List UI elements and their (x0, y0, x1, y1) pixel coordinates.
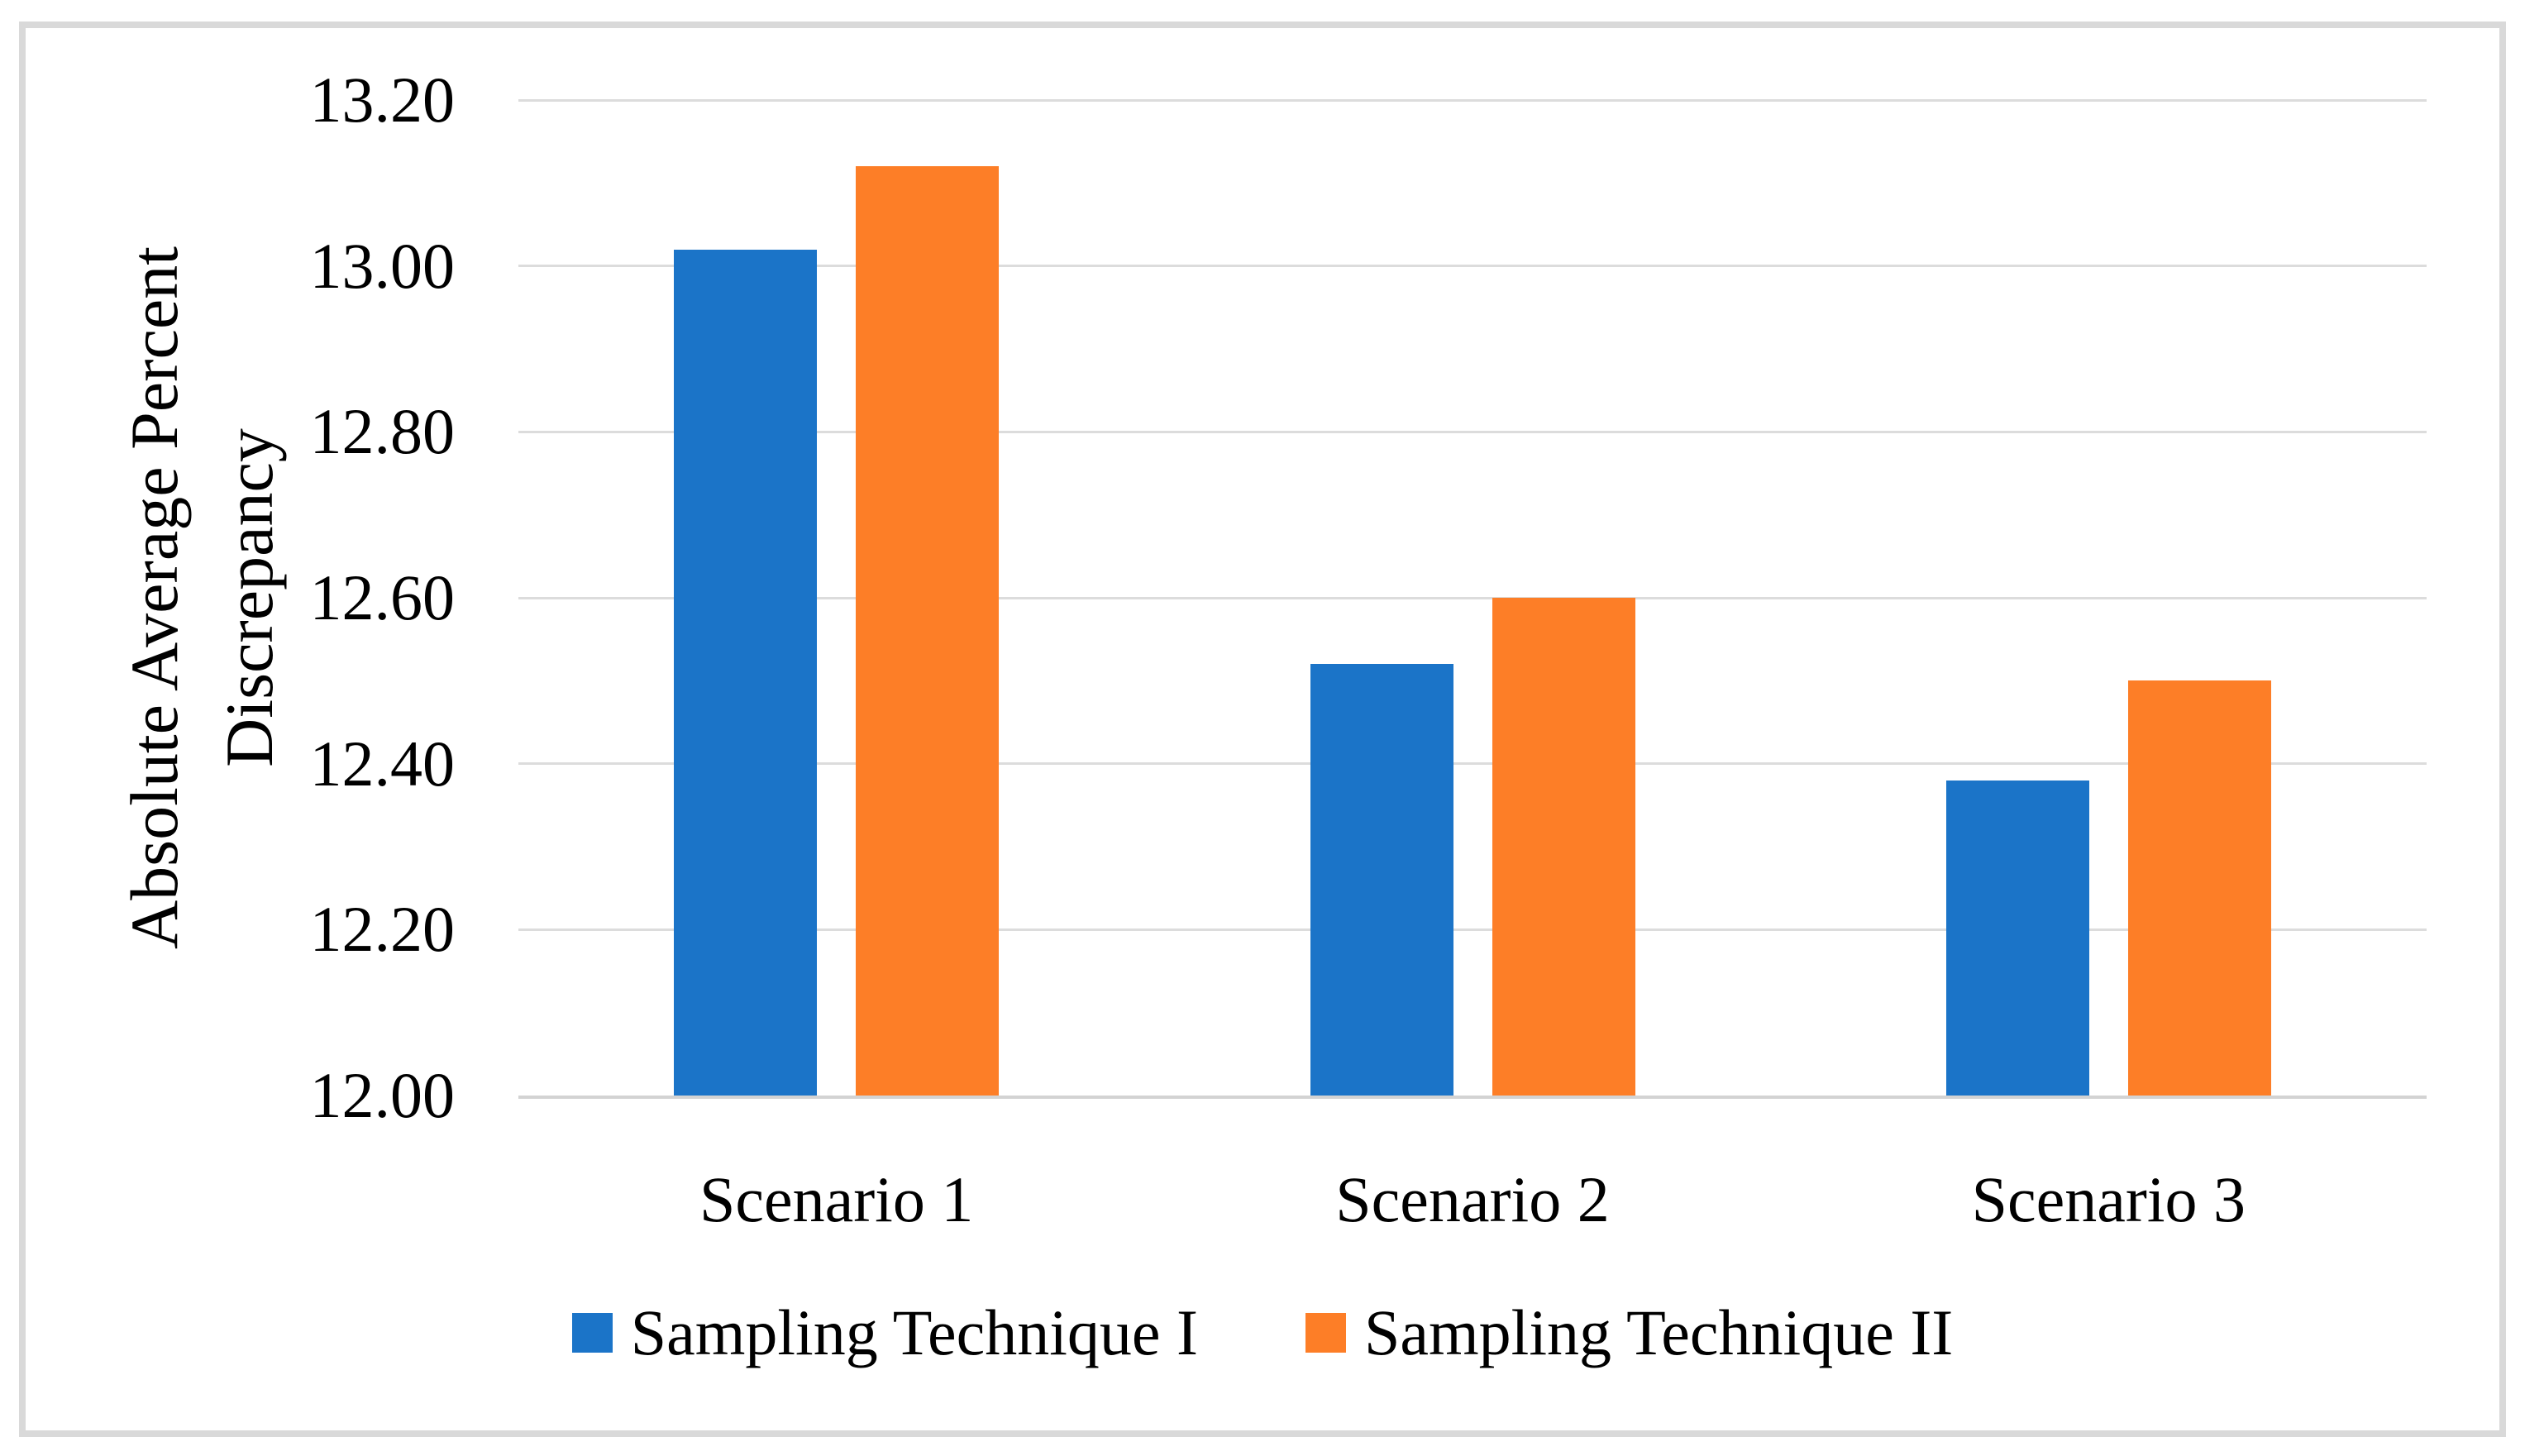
bar-scenario-1-sampling-technique-ii (856, 166, 1000, 1096)
bar-scenario-1-sampling-technique-i (674, 249, 818, 1096)
gridline-12.60 (518, 596, 2427, 599)
gridline-12.80 (518, 430, 2427, 433)
bar-scenario-3-sampling-technique-ii (2127, 680, 2271, 1096)
y-axis-title-line-1: Absolute Average Percent (117, 246, 193, 950)
legend-item-sampling-technique-ii: Sampling Technique II (1305, 1296, 1953, 1370)
gridline-12.20 (518, 928, 2427, 931)
bar-scenario-2-sampling-technique-i (1310, 664, 1453, 1096)
y-tick-label-12.00: 12.00 (309, 1059, 456, 1131)
x-category-label-1: Scenario 1 (699, 1163, 974, 1235)
gridline-13.20 (518, 98, 2427, 102)
y-tick-label-12.20: 12.20 (309, 893, 456, 966)
legend-swatch-icon (1305, 1313, 1346, 1353)
legend-label: Sampling Technique I (630, 1296, 1198, 1368)
y-tick-label-12.60: 12.60 (309, 561, 456, 633)
figure-frame: Absolute Average Percent Discrepancy 13.… (19, 21, 2506, 1437)
legend: Sampling Technique I Sampling Technique I… (26, 1293, 2499, 1372)
y-tick-label-12.40: 12.40 (309, 727, 456, 800)
legend-swatch-icon (571, 1313, 613, 1353)
plot-area (518, 98, 2427, 1099)
x-category-label-2: Scenario 2 (1335, 1163, 1610, 1235)
y-tick-label-12.80: 12.80 (309, 395, 456, 468)
gridline-13.00 (518, 265, 2427, 268)
bar-scenario-3-sampling-technique-i (1945, 780, 2089, 1096)
legend-label: Sampling Technique II (1364, 1296, 1954, 1368)
gridline-12.40 (518, 762, 2427, 766)
y-tick-label-13.00: 13.00 (309, 229, 456, 302)
bar-scenario-2-sampling-technique-ii (1492, 598, 1635, 1096)
y-tick-label-13.20: 13.20 (309, 64, 456, 136)
legend-item-sampling-technique-i: Sampling Technique I (571, 1296, 1198, 1370)
x-category-label-3: Scenario 3 (1971, 1163, 2246, 1235)
